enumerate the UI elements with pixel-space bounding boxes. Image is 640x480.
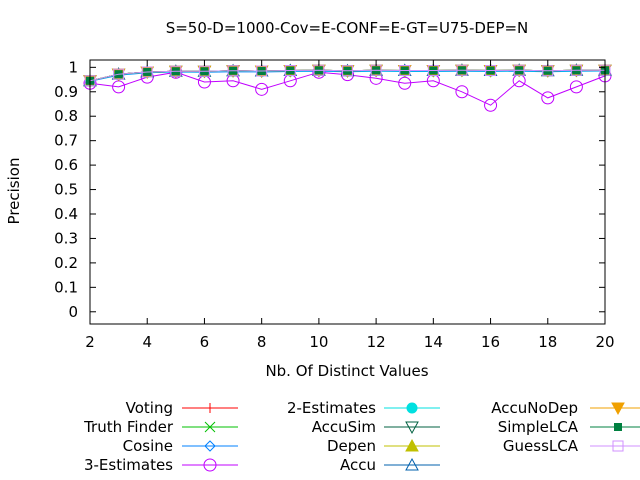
y-tick-label: 1 [68, 58, 78, 76]
legend-marker [405, 438, 419, 452]
legend-marker [611, 402, 625, 416]
y-tick-label: 0.7 [54, 132, 78, 150]
legend-entry: Voting [126, 399, 238, 417]
legend-label: Accu [340, 456, 376, 474]
legend-label: GuessLCA [503, 437, 579, 455]
data-point [569, 80, 583, 94]
y-tick-label: 0.4 [54, 205, 78, 223]
legend-entry: Cosine [123, 437, 238, 455]
data-point [198, 65, 210, 77]
data-point [227, 65, 239, 77]
chart-title: S=50-D=1000-Cov=E-CONF=E-GT=U75-DEP=N [166, 19, 529, 37]
x-tick-label: 10 [309, 333, 328, 351]
legend-marker [405, 457, 419, 471]
legend-marker [203, 458, 217, 472]
y-tick-label: 0.6 [54, 156, 78, 174]
data-point [170, 65, 182, 77]
data-point [255, 82, 269, 96]
legend-entry: Depen [327, 437, 440, 455]
legend-entry: GuessLCA [503, 437, 640, 455]
y-tick-label: 0.5 [54, 181, 78, 199]
y-tick-label: 0.1 [54, 278, 78, 296]
legend-entry: Accu [340, 456, 440, 474]
x-tick-label: 8 [257, 333, 267, 351]
y-tick-label: 0.9 [54, 83, 78, 101]
legend-label: Voting [126, 399, 173, 417]
x-tick-label: 2 [85, 333, 95, 351]
data-point [570, 64, 582, 76]
legend-entry: SimpleLCA [498, 418, 640, 436]
series-line [89, 69, 605, 82]
legend-entry: 2-Estimates [287, 399, 440, 417]
x-tick-label: 16 [481, 333, 500, 351]
plot-frame [89, 59, 606, 325]
y-tick-label: 0.2 [54, 254, 78, 272]
data-point [541, 91, 555, 105]
legend-label: AccuNoDep [491, 399, 578, 417]
y-tick-label: 0 [68, 303, 78, 321]
data-point [455, 85, 469, 99]
legend-marker [614, 423, 622, 431]
legend-label: Depen [327, 437, 376, 455]
x-tick-label: 4 [142, 333, 152, 351]
legend-marker [204, 440, 216, 452]
x-tick-label: 20 [595, 333, 614, 351]
x-tick-label: 14 [424, 333, 443, 351]
data-point [342, 65, 353, 77]
axis-layer: 00.10.20.30.40.50.60.70.80.912 4 6 8 10 12 14 1… [54, 58, 614, 351]
legend-label: AccuSim [312, 418, 376, 436]
legend-label: Cosine [123, 437, 173, 455]
x-tick-label: 6 [200, 333, 210, 351]
legend-marker [405, 421, 419, 435]
legend-marker [406, 402, 418, 414]
data-point [399, 65, 411, 77]
legend-label: Truth Finder [83, 418, 174, 436]
data-point [484, 98, 498, 112]
data-point [141, 66, 153, 78]
legend-label: 2-Estimates [287, 399, 376, 417]
data-point [513, 64, 525, 76]
series-layer [83, 63, 612, 112]
legend-marker [204, 421, 216, 433]
legend-marker [612, 440, 624, 452]
data-point [456, 64, 468, 76]
x-tick-label: 18 [538, 333, 557, 351]
y-tick-label: 0.3 [54, 229, 78, 247]
x-axis-label: Nb. Of Distinct Values [265, 362, 428, 380]
legend-label: 3-Estimates [84, 456, 173, 474]
series-guesslca [84, 64, 611, 87]
legend-entry: Truth Finder [83, 418, 238, 436]
legend-entry: AccuNoDep [491, 399, 640, 417]
data-point [284, 65, 296, 77]
y-axis-label: Precision [5, 158, 23, 225]
legend-entry: AccuSim [312, 418, 440, 436]
legend-entry: 3-Estimates [84, 456, 238, 474]
y-tick-label: 0.8 [54, 107, 78, 125]
x-tick-label: 12 [367, 333, 386, 351]
legend-label: SimpleLCA [498, 418, 579, 436]
data-point [113, 68, 125, 80]
